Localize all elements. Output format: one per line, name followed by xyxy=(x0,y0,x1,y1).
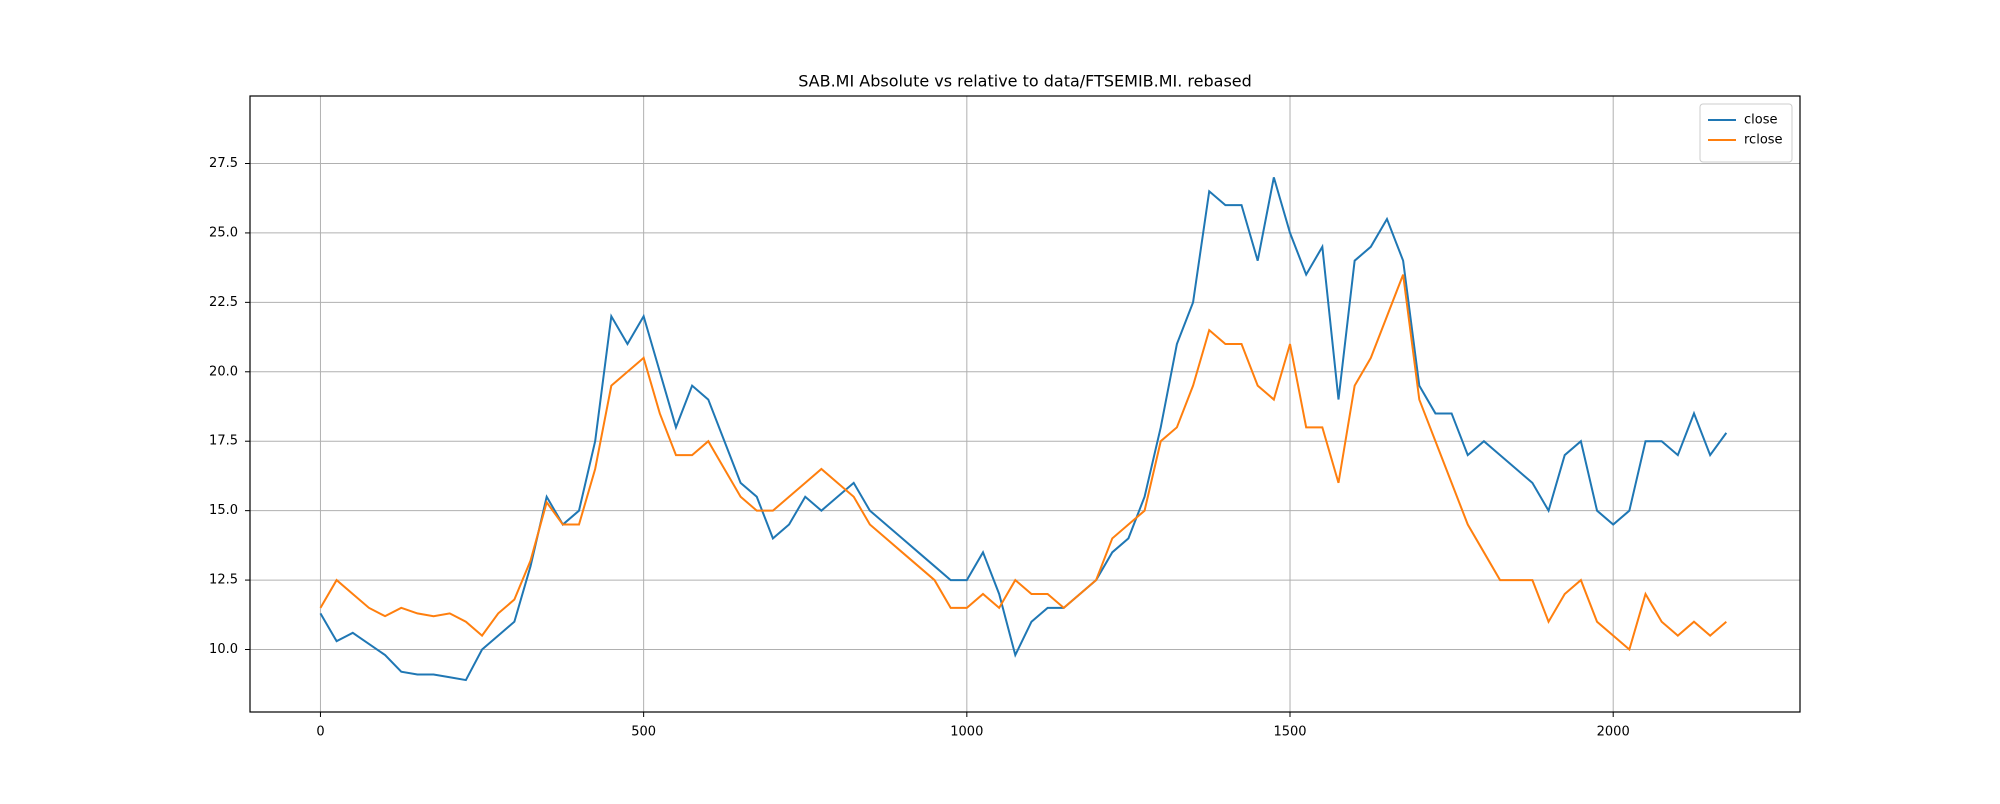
x-tick-label: 2000 xyxy=(1597,725,1630,740)
legend-box xyxy=(1699,103,1793,163)
y-tick-label: 27.5 xyxy=(209,156,238,171)
legend-label: rclose xyxy=(1744,133,1783,148)
series-line xyxy=(319,177,1728,682)
y-tick-label: 10.0 xyxy=(209,642,238,657)
plot-frame xyxy=(249,95,1801,713)
x-tick-label: 0 xyxy=(316,725,324,740)
chart-title: SAB.MI Absolute vs relative to data/FTSE… xyxy=(798,72,1252,91)
y-tick-label: 12.5 xyxy=(209,573,238,588)
x-tick-label: 500 xyxy=(631,725,656,740)
x-tick-label: 1000 xyxy=(950,725,983,740)
y-tick-label: 22.5 xyxy=(209,295,238,310)
y-tick-label: 17.5 xyxy=(209,434,238,449)
y-tick-label: 25.0 xyxy=(209,225,238,240)
series-line xyxy=(319,274,1727,652)
y-tick-label: 20.0 xyxy=(209,364,238,379)
x-tick-label: 1500 xyxy=(1273,725,1306,740)
legend-label: close xyxy=(1744,113,1777,128)
y-tick-label: 15.0 xyxy=(209,503,238,518)
